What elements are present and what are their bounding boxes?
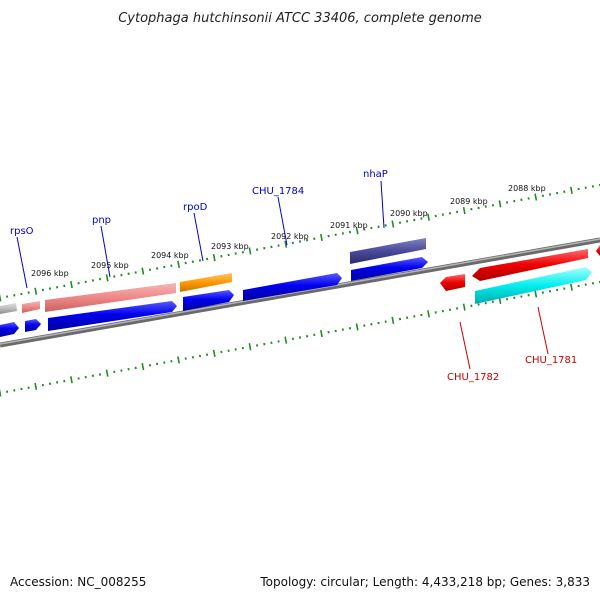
gene-arrow [440, 274, 465, 291]
kbp-label: 2094 kbp [151, 251, 189, 260]
scale-tick [355, 323, 359, 331]
gene-arrow [180, 273, 232, 292]
scale-tick [570, 186, 573, 194]
scale-ticks-top [0, 183, 600, 302]
gene-arrow [48, 301, 177, 331]
kbp-label: 2088 kbp [508, 184, 546, 193]
scale-tick [34, 287, 38, 295]
callout-line [380, 180, 385, 229]
scale-tick [0, 294, 2, 302]
scale-tick [320, 233, 323, 242]
scale-tick [570, 283, 573, 291]
gene-arrow [22, 301, 40, 313]
scale-tick [105, 369, 109, 377]
scale-tick [141, 267, 145, 275]
scale-tick [534, 290, 538, 298]
scale-tick [248, 247, 252, 255]
scale-tick [177, 356, 180, 364]
gene-arrow [596, 245, 600, 256]
genome-backbone [0, 237, 600, 348]
gene-track-outer [0, 238, 600, 314]
gene-label-chu-1781: CHU_1781 [525, 355, 577, 366]
scale-tick [284, 336, 288, 344]
kbp-label: 2092 kbp [271, 232, 309, 241]
scale-tick [212, 254, 216, 262]
scale-tick [284, 240, 288, 248]
scale-tick [320, 329, 323, 338]
scale-tick [427, 310, 430, 318]
genome-summary-text: Topology: circular; Length: 4,433,218 bp… [259, 575, 590, 589]
scale-tick [70, 376, 73, 384]
kbp-label: 2089 kbp [450, 197, 488, 206]
gene-label-nhap: nhaP [363, 169, 388, 180]
kbp-scale-labels: 2088 kbp 2089 kbp 2090 kbp 2091 kbp 2092… [31, 184, 546, 278]
scale-tick [212, 349, 216, 357]
gene-arrow [0, 322, 19, 337]
scale-tick [0, 389, 2, 397]
scale-tick [462, 303, 466, 311]
kbp-label: 2096 kbp [31, 269, 69, 278]
callout-line [16, 236, 28, 289]
gene-arrow [183, 290, 234, 311]
scale-tick [498, 200, 502, 208]
scale-tick [70, 280, 73, 289]
gene-label-chu-1784: CHU_1784 [252, 186, 304, 197]
scale-tick [34, 382, 38, 390]
gene-callouts-top: rpsO pnp rpoD CHU_1784 nhaP [10, 169, 388, 289]
kbp-label: 2090 kbp [390, 209, 428, 218]
gene-label-chu-1782: CHU_1782 [447, 372, 499, 383]
scale-tick [462, 206, 466, 215]
scale-tick [105, 274, 109, 282]
callout-line [100, 225, 111, 278]
gene-arrow [25, 319, 41, 332]
callout-line [537, 306, 549, 355]
scale-ticks-bottom [0, 280, 600, 397]
scale-tick [177, 260, 180, 268]
callout-line [193, 212, 204, 262]
scale-tick [427, 213, 430, 221]
scale-tick [248, 343, 252, 351]
gene-arrow [351, 257, 428, 281]
gene-label-rpoD: rpoD [183, 202, 208, 213]
callout-line [459, 321, 471, 370]
scale-tick [534, 193, 538, 201]
kbp-label: 2091 kbp [330, 221, 368, 230]
gene-arrow [472, 249, 588, 281]
kbp-label: 2093 kbp [211, 242, 249, 251]
gene-callouts-bottom: CHU_1782 CHU_1781 [447, 306, 577, 383]
callout-line [277, 196, 288, 246]
gene-arrow [243, 273, 342, 301]
kbp-label: 2095 kbp [91, 261, 129, 270]
scale-tick [391, 316, 395, 324]
gene-arrow [350, 238, 426, 264]
scale-tick [141, 362, 145, 371]
scale-tick [355, 227, 359, 235]
accession-text: Accession: NC_008255 [10, 575, 146, 589]
gene-label-pnp: pnp [92, 215, 111, 226]
gene-arrow [0, 303, 17, 314]
gene-arrow [45, 283, 176, 312]
gene-label-rpsO: rpsO [10, 226, 34, 237]
gene-arrow [475, 267, 592, 304]
map-title: Cytophaga hutchinsonii ATCC 33406, compl… [118, 11, 482, 26]
scale-tick [391, 220, 395, 228]
gene-track-inner [0, 257, 592, 337]
